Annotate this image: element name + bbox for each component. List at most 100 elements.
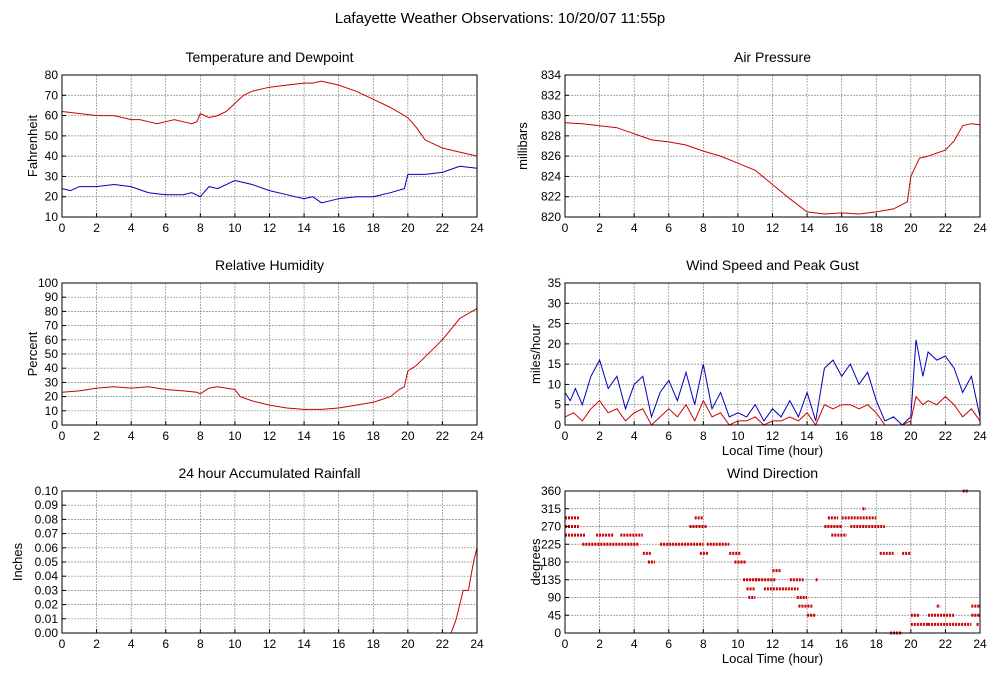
- x-tick-label: 16: [332, 221, 346, 235]
- x-tick-label: 12: [766, 637, 780, 651]
- y-tick-label: 0.06: [35, 541, 59, 555]
- y-tick-label: 826: [541, 149, 561, 163]
- y-tick-label: 0.08: [35, 512, 59, 526]
- y-tick-label: 0.03: [35, 583, 59, 597]
- x-tick-label: 0: [59, 637, 66, 651]
- x-tick-label: 12: [766, 221, 780, 235]
- y-tick-label: 0: [51, 418, 58, 432]
- y-tick-label: 10: [548, 377, 562, 391]
- y-axis-label: Fahrenheit: [25, 115, 40, 178]
- y-tick-label: 0.05: [35, 555, 59, 569]
- y-tick-label: 15: [548, 357, 562, 371]
- y-tick-label: 10: [45, 210, 59, 224]
- x-tick-label: 10: [731, 429, 745, 443]
- y-tick-label: 0.09: [35, 498, 59, 512]
- x-tick-label: 22: [436, 221, 450, 235]
- x-tick-label: 20: [904, 429, 918, 443]
- chart-pressure: 0 2 4 6 8 10 12 14 16 18 20 22 248208228248268288308…: [515, 49, 987, 235]
- page-title: Lafayette Weather Observations: 10/20/07…: [335, 10, 666, 27]
- y-tick-label: 40: [45, 149, 59, 163]
- y-tick-label: 0.01: [35, 612, 59, 626]
- y-axis-label: Inches: [10, 542, 25, 581]
- x-tick-label: 6: [665, 221, 672, 235]
- y-tick-label: 0.02: [35, 598, 59, 612]
- x-tick-label: 4: [128, 221, 135, 235]
- chart-wind: 0 2 4 6 8 10 12 14 16 18 20 22 2405101520253035Wind …: [528, 257, 987, 458]
- x-tick-label: 24: [973, 637, 987, 651]
- y-tick-label: 20: [548, 337, 562, 351]
- y-tick-label: 830: [541, 109, 561, 123]
- y-tick-label: 60: [45, 109, 59, 123]
- y-tick-label: 25: [548, 317, 562, 331]
- x-tick-label: 22: [436, 429, 450, 443]
- series-line-0: [61, 308, 478, 410]
- y-tick-label: 20: [45, 190, 59, 204]
- y-tick-label: 70: [45, 319, 59, 333]
- chart-title: Air Pressure: [734, 49, 811, 65]
- y-tick-label: 180: [541, 555, 561, 569]
- y-tick-label: 828: [541, 129, 561, 143]
- y-tick-label: 80: [45, 68, 59, 82]
- y-tick-label: 10: [45, 404, 59, 418]
- x-tick-label: 10: [228, 429, 242, 443]
- x-tick-label: 2: [596, 221, 603, 235]
- series-line-1: [61, 165, 478, 204]
- x-tick-label: 12: [766, 429, 780, 443]
- x-tick-label: 12: [263, 221, 277, 235]
- x-tick-label: 8: [197, 429, 204, 443]
- chart-title: Wind Speed and Peak Gust: [686, 257, 859, 273]
- x-tick-label: 8: [197, 221, 204, 235]
- x-tick-label: 4: [631, 429, 638, 443]
- series-line-0: [61, 80, 478, 157]
- chart-humidity: 0 2 4 6 8 10 12 14 16 18 20 22 240102030405060708090…: [25, 257, 484, 443]
- y-tick-label: 40: [45, 361, 59, 375]
- x-tick-label: 18: [367, 637, 381, 651]
- y-tick-label: 60: [45, 333, 59, 347]
- chart-title: Relative Humidity: [215, 257, 324, 273]
- x-tick-label: 2: [596, 637, 603, 651]
- x-tick-label: 6: [665, 637, 672, 651]
- y-tick-label: 100: [38, 276, 58, 290]
- y-tick-label: 834: [541, 68, 561, 82]
- x-tick-label: 24: [470, 221, 484, 235]
- x-tick-label: 0: [562, 637, 569, 651]
- x-tick-label: 16: [835, 429, 849, 443]
- x-tick-label: 6: [162, 637, 169, 651]
- y-tick-label: 824: [541, 169, 561, 183]
- x-tick-label: 14: [297, 429, 311, 443]
- chart-title: Wind Direction: [727, 465, 818, 481]
- y-axis-label: millibars: [515, 122, 530, 170]
- x-tick-label: 0: [562, 429, 569, 443]
- x-tick-label: 22: [436, 637, 450, 651]
- x-tick-label: 18: [870, 637, 884, 651]
- series-line-0: [564, 339, 981, 426]
- y-tick-label: 90: [45, 290, 59, 304]
- y-tick-label: 20: [45, 390, 59, 404]
- y-axis-label: Percent: [25, 331, 40, 376]
- x-tick-label: 20: [401, 221, 415, 235]
- series-line-0: [62, 547, 478, 634]
- y-tick-label: 225: [541, 537, 561, 551]
- chart-rain: 0 2 4 6 8 10 12 14 16 18 20 22 240.000.010.020.030.0…: [10, 465, 484, 651]
- x-tick-label: 0: [59, 429, 66, 443]
- x-tick-label: 24: [470, 429, 484, 443]
- x-tick-label: 22: [939, 221, 953, 235]
- x-tick-label: 4: [128, 637, 135, 651]
- y-tick-label: 50: [45, 347, 59, 361]
- x-tick-label: 6: [162, 221, 169, 235]
- chart-dir: 0 2 4 6 8 10 12 14 16 18 20 22 240459013518022527031…: [528, 465, 987, 666]
- y-tick-label: 45: [548, 608, 562, 622]
- x-tick-label: 2: [93, 221, 100, 235]
- y-tick-label: 30: [45, 169, 59, 183]
- chart-title: 24 hour Accumulated Rainfall: [178, 465, 360, 481]
- x-tick-label: 12: [263, 429, 277, 443]
- y-axis-label: miles/hour: [528, 323, 543, 384]
- x-tick-label: 2: [596, 429, 603, 443]
- x-tick-label: 14: [800, 221, 814, 235]
- x-tick-label: 2: [93, 429, 100, 443]
- y-tick-label: 822: [541, 190, 561, 204]
- x-tick-label: 16: [835, 221, 849, 235]
- x-tick-label: 4: [631, 221, 638, 235]
- x-tick-label: 24: [973, 429, 987, 443]
- y-tick-label: 832: [541, 88, 561, 102]
